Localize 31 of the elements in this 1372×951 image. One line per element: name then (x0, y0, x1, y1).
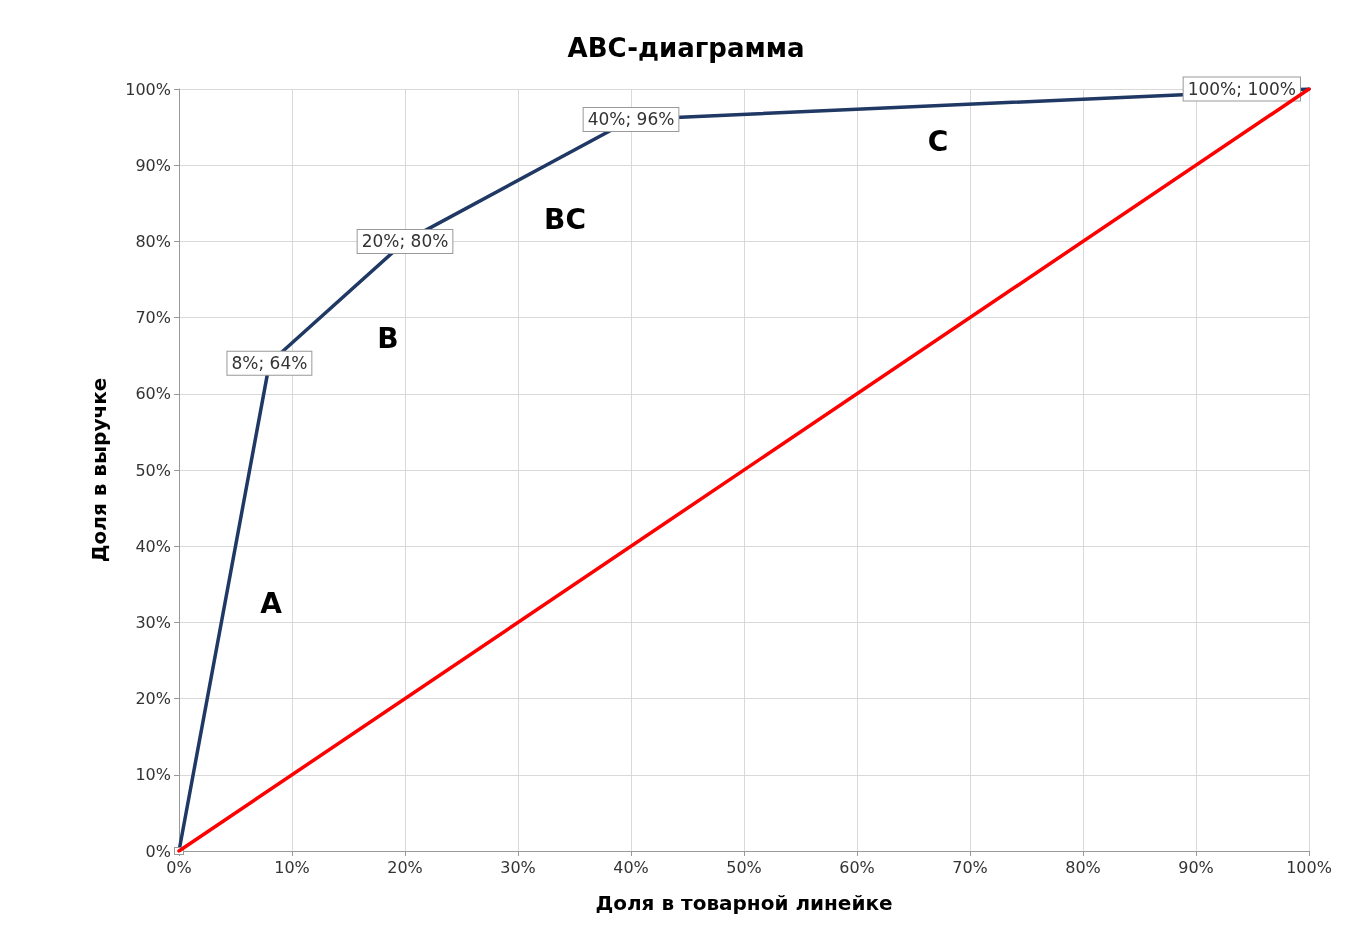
x-axis-title: Доля в товарной линейке (595, 891, 893, 915)
x-tick-label: 10% (274, 857, 310, 877)
annotation: A (260, 586, 283, 620)
data-label: 100%; 100% (1187, 79, 1297, 99)
x-tick-label: 60% (839, 857, 875, 877)
y-tick-label: 10% (135, 765, 171, 785)
y-tick-label: 100% (125, 79, 171, 99)
y-axis-title: Доля в выручке (87, 377, 111, 563)
y-tick-label: 70% (135, 308, 171, 328)
x-tick-label: 40% (613, 857, 649, 877)
annotation: C (927, 124, 949, 158)
y-tick-label: 60% (135, 384, 171, 404)
x-tick-label: 50% (726, 857, 762, 877)
y-tick-label: 40% (135, 536, 171, 556)
chart-title: ABC-диаграмма (567, 33, 805, 63)
y-tick-label: 50% (135, 460, 171, 480)
y-tick-label: 30% (135, 612, 171, 632)
x-tick-label: 30% (500, 857, 536, 877)
x-tick-label: 20% (387, 857, 423, 877)
data-label: 8%; 64% (231, 353, 308, 374)
y-tick-label: 20% (135, 689, 171, 709)
y-tick-label: 80% (135, 231, 171, 251)
x-tick-label: 90% (1178, 857, 1214, 877)
data-label: 40%; 96% (587, 109, 675, 130)
x-tick-label: 100% (1286, 857, 1332, 877)
annotation: B (377, 321, 399, 355)
x-tick-label: 70% (952, 857, 988, 877)
x-tick-label: 80% (1065, 857, 1101, 877)
data-label: 20%; 80% (361, 231, 449, 252)
annotation: BC (544, 202, 586, 236)
y-tick-label: 90% (135, 155, 171, 175)
